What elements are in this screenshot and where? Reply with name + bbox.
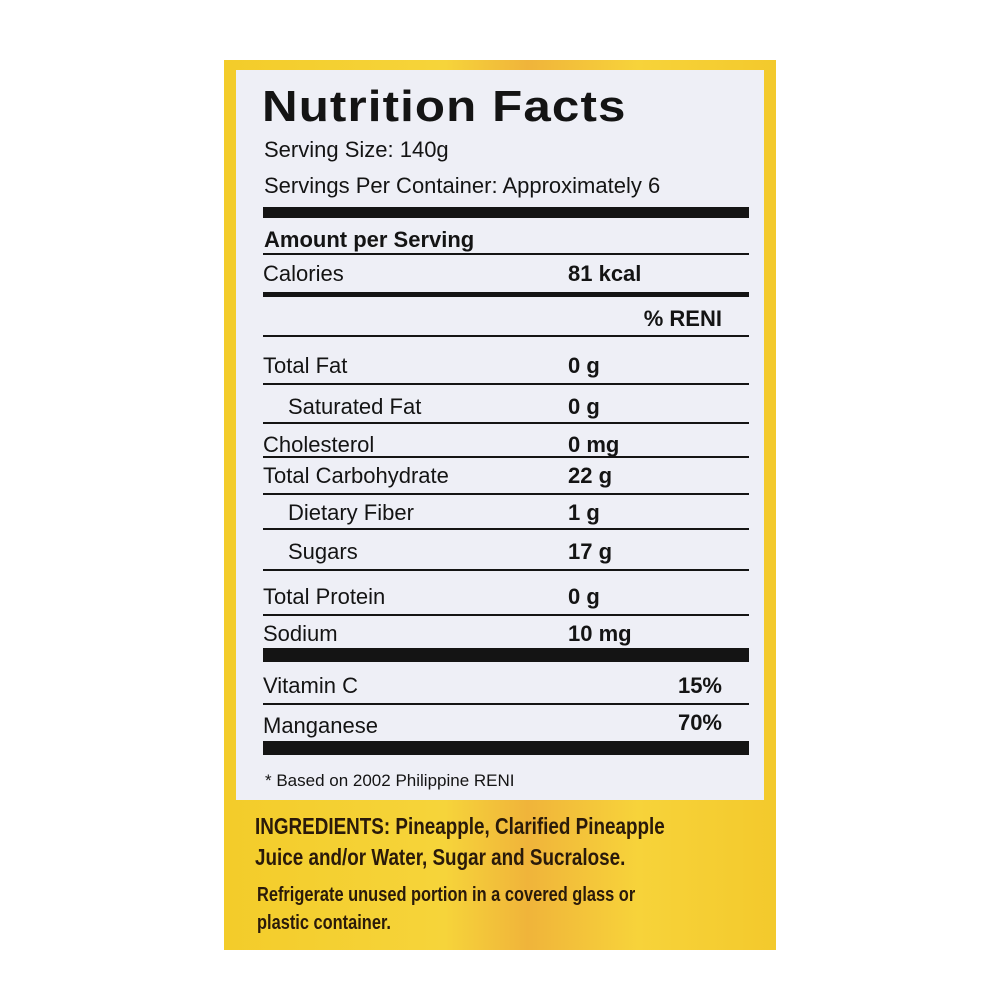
thick-divider [263, 648, 749, 662]
nutrient-name: Cholesterol [263, 432, 375, 457]
nutrient-value: 10 mg [568, 621, 632, 646]
nutrient-name: Total Protein [263, 584, 386, 609]
thick-divider [263, 741, 749, 755]
serving-size: Serving Size: 140g [264, 137, 449, 162]
divider [263, 335, 749, 337]
nutrient-name: Total Carbohydrate [263, 463, 449, 488]
thick-divider [263, 207, 749, 218]
ingredients-line-2: Juice and/or Water, Sugar and Sucralose. [255, 844, 626, 870]
nutrient-value: 0 g [568, 353, 600, 378]
vitamin-name: Vitamin C [263, 673, 358, 698]
divider [263, 493, 749, 495]
nutrition-panel [236, 70, 764, 800]
ingredients-line-1: INGREDIENTS: Pineapple, Clarified Pineap… [255, 813, 665, 839]
divider [263, 569, 749, 571]
divider [263, 422, 749, 424]
nutrient-name: Sodium [263, 621, 338, 646]
storage-line-2: plastic container. [257, 912, 391, 934]
calories-value: 81 kcal [568, 261, 642, 286]
nutrient-name: Saturated Fat [288, 394, 422, 419]
divider [263, 703, 749, 705]
vitamin-percent: 15% [677, 673, 722, 698]
nutrient-value: 1 g [568, 500, 600, 525]
amount-per-serving: Amount per Serving [264, 227, 475, 252]
vitamin-percent: 70% [677, 710, 722, 735]
nutrient-value: 0 mg [568, 432, 620, 457]
nutrition-facts-title: Nutrition Facts [262, 82, 627, 131]
medium-divider [263, 292, 749, 297]
nutrient-value: 0 g [568, 394, 600, 419]
divider [263, 528, 749, 530]
nutrient-value: 0 g [568, 584, 600, 609]
nutrient-name: Sugars [288, 539, 358, 564]
reni-footnote: * Based on 2002 Philippine RENI [265, 771, 515, 790]
divider [263, 456, 749, 458]
storage-line-1: Refrigerate unused portion in a covered … [257, 884, 636, 906]
servings-per-container: Servings Per Container: Approximately 6 [264, 173, 661, 198]
nutrient-value: 17 g [568, 539, 613, 564]
nutrient-name: Total Fat [263, 353, 348, 378]
divider [263, 383, 749, 385]
nutrient-name: Dietary Fiber [288, 500, 414, 525]
divider [263, 253, 749, 255]
divider [263, 614, 749, 616]
calories-label: Calories [263, 261, 344, 286]
vitamin-name: Manganese [263, 713, 378, 738]
nutrient-value: 22 g [568, 463, 613, 488]
reni-header: % RENI [643, 306, 722, 331]
